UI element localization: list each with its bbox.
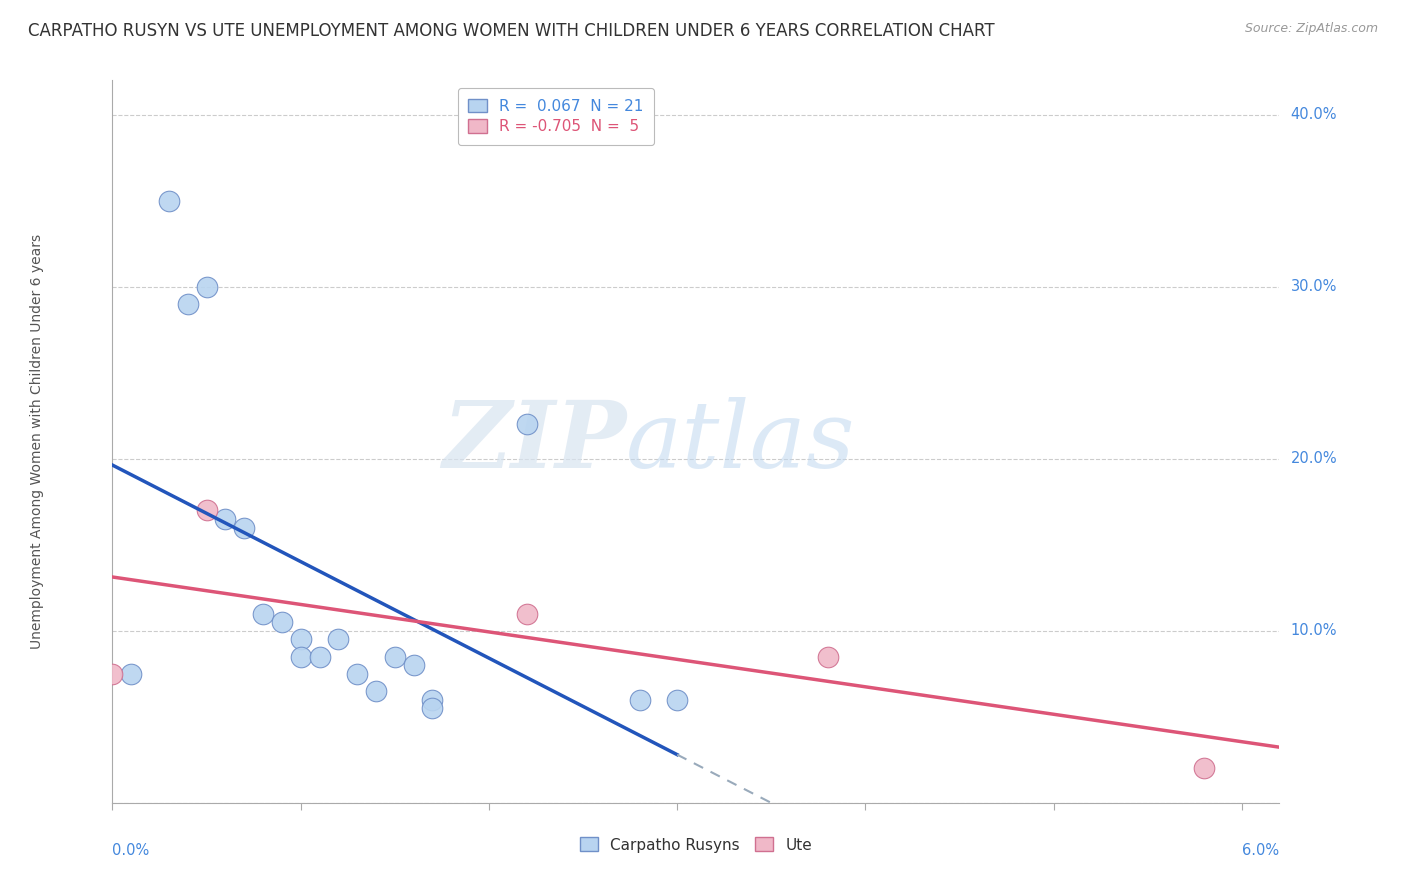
Text: Source: ZipAtlas.com: Source: ZipAtlas.com bbox=[1244, 22, 1378, 36]
Point bbox=[290, 649, 312, 664]
Point bbox=[290, 632, 312, 647]
Point bbox=[214, 512, 236, 526]
Text: ZIP: ZIP bbox=[441, 397, 626, 486]
Point bbox=[346, 666, 368, 681]
Text: atlas: atlas bbox=[626, 397, 855, 486]
Point bbox=[422, 692, 444, 706]
Legend: Carpatho Rusyns, Ute: Carpatho Rusyns, Ute bbox=[572, 830, 820, 860]
Point bbox=[233, 520, 256, 534]
Point bbox=[308, 649, 330, 664]
Text: 30.0%: 30.0% bbox=[1291, 279, 1337, 294]
Text: Unemployment Among Women with Children Under 6 years: Unemployment Among Women with Children U… bbox=[30, 234, 44, 649]
Point bbox=[120, 666, 142, 681]
Point bbox=[1192, 761, 1215, 775]
Point bbox=[516, 607, 538, 621]
Point bbox=[628, 692, 651, 706]
Text: 40.0%: 40.0% bbox=[1291, 107, 1337, 122]
Point bbox=[516, 417, 538, 432]
Point bbox=[666, 692, 689, 706]
Text: 10.0%: 10.0% bbox=[1291, 624, 1337, 639]
Point bbox=[817, 649, 839, 664]
Point bbox=[101, 666, 124, 681]
Point bbox=[195, 279, 218, 293]
Point bbox=[195, 503, 218, 517]
Point bbox=[384, 649, 406, 664]
Point bbox=[402, 658, 425, 673]
Point bbox=[157, 194, 180, 208]
Point bbox=[252, 607, 274, 621]
Text: 20.0%: 20.0% bbox=[1291, 451, 1337, 467]
Point bbox=[270, 615, 292, 630]
Point bbox=[328, 632, 350, 647]
Point bbox=[364, 684, 387, 698]
Point bbox=[422, 701, 444, 715]
Text: CARPATHO RUSYN VS UTE UNEMPLOYMENT AMONG WOMEN WITH CHILDREN UNDER 6 YEARS CORRE: CARPATHO RUSYN VS UTE UNEMPLOYMENT AMONG… bbox=[28, 22, 995, 40]
Text: 0.0%: 0.0% bbox=[112, 843, 149, 857]
Point bbox=[177, 297, 200, 311]
Text: 6.0%: 6.0% bbox=[1243, 843, 1279, 857]
